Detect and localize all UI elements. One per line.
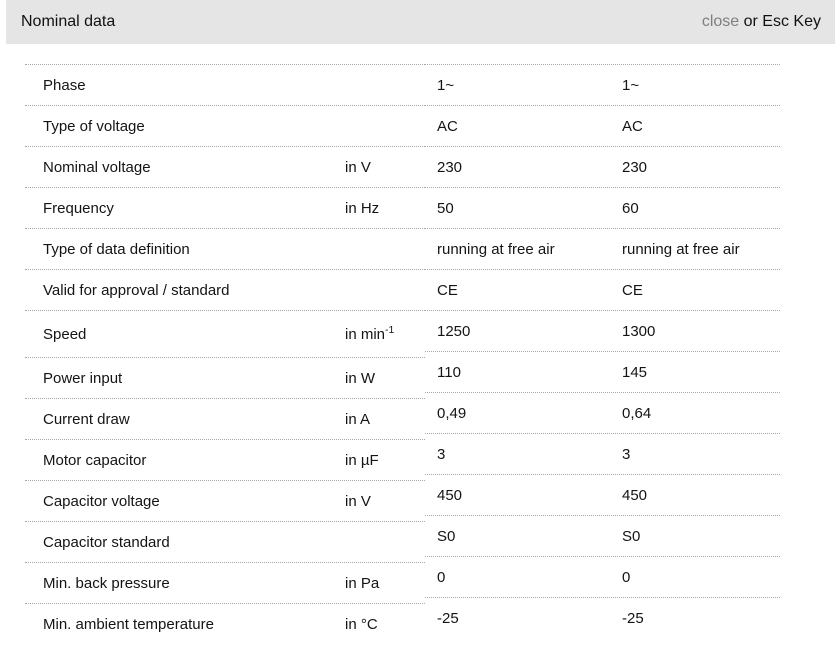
- row-label: Type of voltage: [43, 117, 145, 135]
- table-right-columns: 1~ 1~ AC AC 230 230 50 60 running at fre…: [425, 64, 780, 638]
- row-unit: in A: [345, 411, 425, 428]
- row-unit-text: in W: [345, 369, 375, 387]
- row-unit: in W: [345, 370, 425, 387]
- table-value-row: 0 0: [425, 556, 780, 597]
- table-value-row: running at free air running at free air: [425, 228, 780, 269]
- row-unit: in V: [345, 159, 425, 176]
- table-row: Speed in min-1: [25, 310, 425, 357]
- row-unit: in V: [345, 493, 425, 510]
- row-value-2: 145: [622, 363, 648, 381]
- row-label: Phase: [43, 76, 86, 94]
- row-value-2: S0: [622, 527, 641, 545]
- row-label: Capacitor voltage: [43, 492, 160, 510]
- row-label: Motor capacitor: [43, 451, 147, 469]
- row-unit-text: in °C: [345, 615, 378, 633]
- table-row: Nominal voltage in V: [25, 146, 425, 187]
- row-unit-text: in µF: [345, 451, 379, 469]
- nominal-data-table: Phase Type of voltage Nominal voltage in…: [25, 64, 780, 644]
- row-value-2: AC: [622, 117, 643, 135]
- table-row: Min. back pressure in Pa: [25, 562, 425, 603]
- table-value-row: 50 60: [425, 187, 780, 228]
- row-value-2: -25: [622, 609, 644, 627]
- row-unit: in µF: [345, 452, 425, 469]
- row-unit-text: in V: [345, 158, 371, 176]
- table-value-row: 1250 1300: [425, 310, 780, 351]
- row-value-1: 0: [437, 568, 446, 586]
- table-row: Phase: [25, 64, 425, 105]
- table-row: Type of data definition: [25, 228, 425, 269]
- row-unit-text: in min: [345, 325, 386, 343]
- row-unit-text: in A: [345, 410, 371, 428]
- table-row: Min. ambient temperature in °C: [25, 603, 425, 644]
- row-value-1: CE: [437, 281, 458, 299]
- row-value-1: 1250: [437, 322, 471, 340]
- table-value-row: AC AC: [425, 105, 780, 146]
- row-unit-text: in V: [345, 492, 371, 510]
- table-row: Type of voltage: [25, 105, 425, 146]
- table-value-row: 3 3: [425, 433, 780, 474]
- dialog-header: Nominal data close or Esc Key: [6, 0, 835, 44]
- row-unit: in min-1: [345, 323, 425, 343]
- row-value-2: 1300: [622, 322, 656, 340]
- row-value-1: 50: [437, 199, 454, 217]
- row-unit-text: in Hz: [345, 199, 380, 217]
- close-button[interactable]: close: [701, 13, 740, 30]
- row-value-1: 230: [437, 158, 463, 176]
- close-hint-suffix: or Esc Key: [739, 13, 821, 30]
- row-label: Speed: [43, 325, 87, 343]
- table-value-row: S0 S0: [425, 515, 780, 556]
- table-row: Capacitor voltage in V: [25, 480, 425, 521]
- row-label: Current draw: [43, 410, 130, 428]
- table-value-row: 110 145: [425, 351, 780, 392]
- table-row: Power input in W: [25, 357, 425, 398]
- row-unit: in Hz: [345, 200, 425, 217]
- row-value-1: 110: [437, 363, 461, 381]
- row-value-2: 450: [622, 486, 648, 504]
- row-label: Min. back pressure: [43, 574, 170, 592]
- row-unit: in Pa: [345, 575, 425, 592]
- table-row: Frequency in Hz: [25, 187, 425, 228]
- row-value-1: S0: [437, 527, 456, 545]
- dialog-title: Nominal data: [21, 13, 116, 30]
- row-value-2: 60: [622, 199, 639, 217]
- table-row: Capacitor standard: [25, 521, 425, 562]
- row-label: Min. ambient temperature: [43, 615, 214, 633]
- row-value-2: 0,64: [622, 404, 652, 422]
- close-hint: close or Esc Key: [702, 13, 821, 31]
- row-value-2: 230: [622, 158, 648, 176]
- table-row: Motor capacitor in µF: [25, 439, 425, 480]
- row-value-2: 0: [622, 568, 631, 586]
- row-value-1: 1~: [437, 76, 455, 94]
- row-value-1: 3: [437, 445, 446, 463]
- row-label: Type of data definition: [43, 240, 190, 258]
- row-label: Capacitor standard: [43, 533, 170, 551]
- table-value-row: 230 230: [425, 146, 780, 187]
- unit-superscript: -1: [385, 323, 395, 336]
- row-value-1: -25: [437, 609, 459, 627]
- row-label: Power input: [43, 369, 123, 387]
- row-label: Frequency: [43, 199, 114, 217]
- row-unit-text: in Pa: [345, 574, 380, 592]
- table-value-row: 1~ 1~: [425, 64, 780, 105]
- table-value-row: -25 -25: [425, 597, 780, 638]
- row-value-2: 3: [622, 445, 631, 463]
- row-value-1: 450: [437, 486, 463, 504]
- table-value-row: 450 450: [425, 474, 780, 515]
- table-left-columns: Phase Type of voltage Nominal voltage in…: [25, 64, 425, 644]
- row-label: Valid for approval / standard: [43, 281, 230, 299]
- table-value-row: CE CE: [425, 269, 780, 310]
- row-value-2: 1~: [622, 76, 640, 94]
- row-value-1: AC: [437, 117, 458, 135]
- table-value-row: 0,49 0,64: [425, 392, 780, 433]
- row-value-1: 0,49: [437, 404, 467, 422]
- row-value-2: running at free air: [622, 240, 740, 258]
- row-unit: in °C: [345, 616, 425, 633]
- table-row: Current draw in A: [25, 398, 425, 439]
- row-value-2: CE: [622, 281, 643, 299]
- row-label: Nominal voltage: [43, 158, 151, 176]
- row-value-1: running at free air: [437, 240, 555, 258]
- table-row: Valid for approval / standard: [25, 269, 425, 310]
